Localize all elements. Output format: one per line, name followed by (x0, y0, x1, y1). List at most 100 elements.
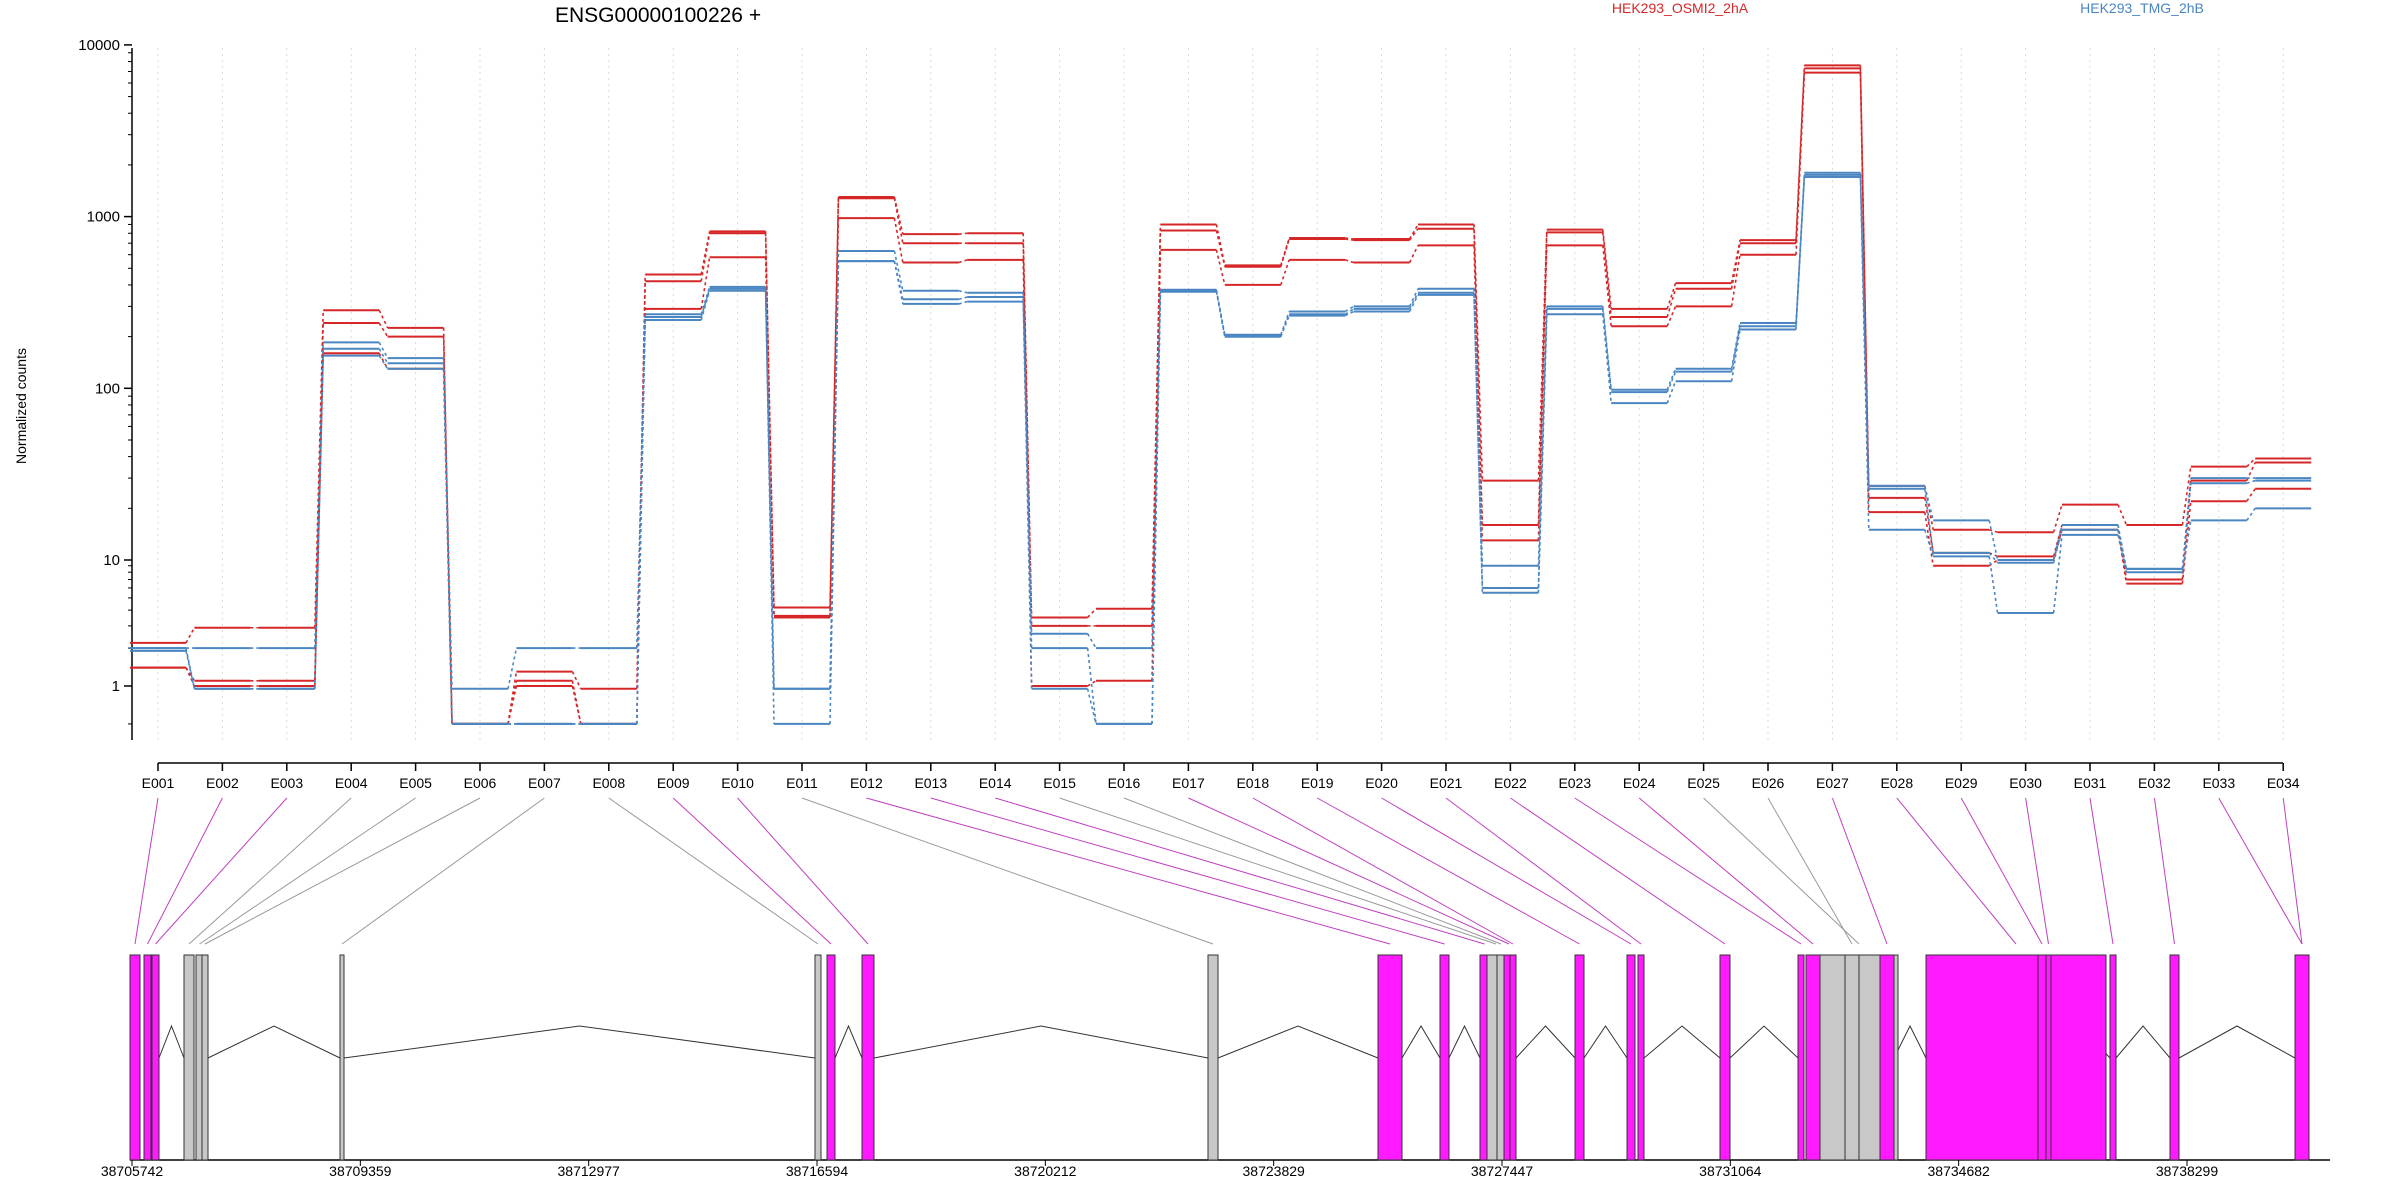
series-connector (700, 233, 711, 282)
series-connector (1666, 371, 1677, 393)
series-connector (1086, 633, 1097, 649)
series-connector (2117, 534, 2128, 573)
series-connector (1215, 291, 1226, 337)
series-connector (1086, 688, 1097, 725)
exon-connector (801, 797, 1214, 945)
series-connector (1022, 297, 1033, 649)
x-tick-label: E004 (335, 775, 368, 791)
x-tick-label: E030 (2009, 775, 2042, 791)
series-connector (1666, 282, 1677, 310)
series-connector (1345, 237, 1354, 240)
series-connector (185, 627, 196, 644)
exon-connector (204, 797, 481, 945)
coord-label: 38709359 (329, 1163, 392, 1179)
series-connector (185, 650, 196, 689)
series-connector (1666, 368, 1677, 391)
x-tick-label: E009 (657, 775, 690, 791)
x-tick-label: E022 (1494, 775, 1527, 791)
series-connector (378, 348, 389, 364)
series-connector (1408, 294, 1419, 312)
legend-label-osmi: HEK293_OSMI2_2hA (1612, 0, 1749, 16)
series-connector (1730, 329, 1741, 382)
x-tick-label: E024 (1623, 775, 1656, 791)
coord-label: 38727447 (1471, 1163, 1534, 1179)
series-connector (1344, 308, 1355, 315)
series-connector (700, 257, 711, 310)
series-connector (507, 685, 518, 725)
x-tick-label: E034 (2267, 775, 2300, 791)
series-connector (1087, 680, 1097, 687)
exon-box (1574, 954, 1585, 1161)
exon-connector (199, 797, 416, 945)
exon-box (1797, 954, 1805, 1161)
exon-box (151, 954, 160, 1161)
intron-line (1729, 1025, 1799, 1059)
exon-box (1377, 954, 1403, 1161)
series-connector (507, 647, 518, 689)
series-connector (442, 368, 453, 724)
series-connector (1537, 245, 1548, 541)
x-tick-label: E002 (206, 775, 239, 791)
x-tick-label: E013 (914, 775, 947, 791)
coord-label: 38738299 (2156, 1163, 2219, 1179)
exon-connector (672, 797, 832, 945)
series-connector (1602, 245, 1612, 327)
exon-connector (2218, 797, 2303, 945)
exon-connector (188, 797, 352, 945)
series-connector (1280, 238, 1290, 268)
series-connector (2246, 507, 2256, 521)
y-tick-label: 1 (112, 678, 120, 695)
series-connector (1988, 528, 1998, 534)
intron-line (873, 1025, 1209, 1059)
series-connector (1280, 315, 1290, 337)
x-tick-label: E019 (1301, 775, 1334, 791)
x-tick-label: E025 (1687, 775, 1720, 791)
series-connector (1988, 552, 1999, 564)
x-tick-label: E006 (464, 775, 497, 791)
y-axis-label: Normalized counts (13, 348, 29, 464)
exon-connectors (134, 797, 2303, 945)
series-connector (1537, 306, 1548, 566)
x-tick-label: E010 (721, 775, 754, 791)
series-connector (958, 296, 968, 301)
exon-connector (1703, 797, 1860, 945)
exon-box (1626, 954, 1636, 1161)
series-connector (893, 196, 904, 235)
exon-connector (1831, 797, 1888, 945)
exon-box (339, 954, 345, 1161)
x-tick-label: E016 (1108, 775, 1141, 791)
exon-connector (2089, 797, 2114, 945)
series-connector (1924, 488, 1934, 553)
series-connector (636, 319, 646, 724)
series-connector (829, 261, 840, 724)
series-connector (2246, 457, 2256, 468)
coord-label: 38716594 (786, 1163, 849, 1179)
y-ticks: 1 10 100 1000 10000 (78, 37, 132, 725)
series-connector (1408, 245, 1419, 263)
x-tick-label: E005 (399, 775, 432, 791)
series-connector (1408, 292, 1419, 310)
x-tick-label: E017 (1172, 775, 1205, 791)
series-connector (571, 671, 582, 690)
exon-connector (1059, 797, 1497, 945)
series-connector (314, 355, 324, 689)
series-connector (1086, 647, 1097, 725)
y-tick-label: 10 (103, 552, 120, 569)
exon-connector (147, 797, 223, 945)
exon-connector (1252, 797, 1514, 945)
series-connector (1087, 608, 1097, 619)
exon-connector (1896, 797, 2017, 945)
intron-line (1583, 1025, 1628, 1059)
series-connector (2246, 488, 2256, 502)
intron-line (158, 1024, 185, 1059)
series-connector (314, 353, 324, 687)
series-connector (2181, 466, 2192, 526)
series-connector (893, 217, 904, 263)
series-connector (1602, 306, 1612, 390)
series-connector (2052, 534, 2063, 614)
series-connector (1666, 380, 1677, 404)
series-connector (2052, 529, 2063, 561)
series-connector (2181, 480, 2192, 580)
series-connector (1344, 305, 1355, 313)
